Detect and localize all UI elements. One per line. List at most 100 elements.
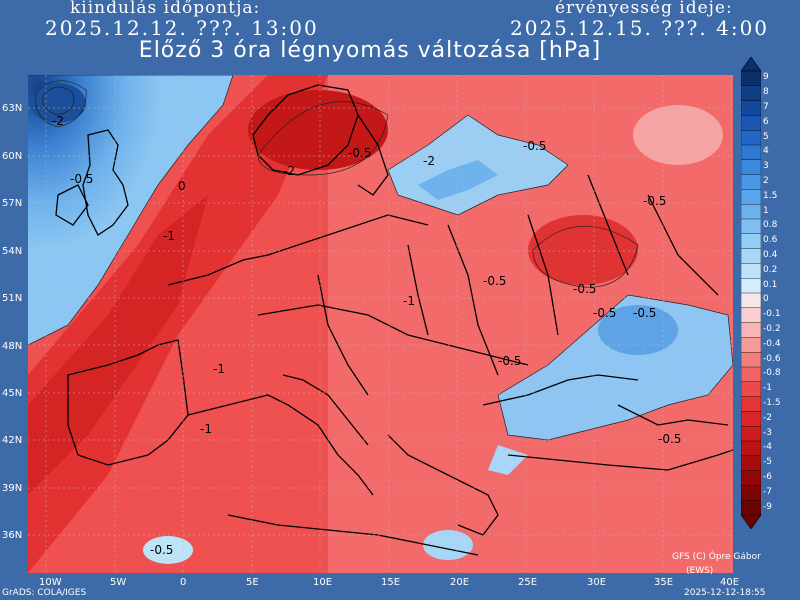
colorbar-swatch <box>741 366 761 383</box>
field-sw-blue <box>143 536 193 564</box>
contour-label: -1 <box>163 229 175 243</box>
contour-label: -1 <box>200 422 212 436</box>
colorbar-swatch <box>741 70 761 87</box>
colorbar-label: -0.1 <box>763 309 781 320</box>
init-time: 2025.12.12. ???. 13:00 <box>45 16 319 40</box>
lat-label: 63N <box>2 103 23 114</box>
colorbar <box>741 57 761 529</box>
lat-label: 36N <box>2 530 23 541</box>
colorbar-label: 0.4 <box>763 250 778 260</box>
colorbar-swatch <box>741 470 761 487</box>
colorbar-label: -0.8 <box>763 368 781 379</box>
field-scandinavia <box>248 90 388 170</box>
contour-label: -0.5 <box>658 432 681 446</box>
lon-label: 0 <box>180 577 187 588</box>
field-nw-core <box>30 83 86 123</box>
colorbar-label: -0.2 <box>763 324 781 334</box>
colorbar-label: 1 <box>763 205 769 216</box>
colorbar-swatch <box>741 233 761 250</box>
contour-label: -0.5 <box>483 274 506 288</box>
colorbar-swatch <box>741 129 761 146</box>
colorbar-swatch <box>741 426 761 442</box>
colorbar-label: -2 <box>763 412 772 423</box>
contour-label: -0.5 <box>348 146 371 160</box>
contour-label: -0.5 <box>70 172 93 186</box>
colorbar-label: -7 <box>763 486 772 497</box>
field-ne-pale <box>633 105 723 165</box>
footer-timestamp: 2025-12-12-18:55 <box>684 588 766 598</box>
lat-label: 42N <box>2 435 23 446</box>
contour-label: -2 <box>283 164 295 178</box>
colorbar-label: -1 <box>763 383 772 394</box>
lon-label: 40E <box>720 577 740 588</box>
map-svg: -2 -0.5 0 -0.5 -2 -2 -1 -0.5 -1 -0.5 -1 … <box>28 75 733 573</box>
contour-label: -1 <box>403 294 415 308</box>
colorbar-label: -6 <box>763 472 772 482</box>
colorbar-top-arrow <box>741 57 761 72</box>
lon-label: 5E <box>246 577 259 588</box>
colorbar-label: 5 <box>763 131 769 142</box>
contour-label: -0.5 <box>150 543 173 557</box>
colorbar-label: -5 <box>763 457 772 468</box>
contour-label: -0.5 <box>643 194 666 208</box>
graticule <box>28 75 733 573</box>
field-east-core <box>598 305 678 355</box>
field-baltic-core <box>418 160 498 200</box>
credit-line2: (EWS) <box>686 566 714 576</box>
colorbar-swatch <box>741 218 761 235</box>
colorbar-label: 6 <box>763 116 769 127</box>
colorbar-label: 1.5 <box>763 190 778 201</box>
colorbar-swatch <box>741 189 761 205</box>
lon-label: 5W <box>110 577 127 588</box>
colorbar-swatch <box>741 500 761 516</box>
lon-label: 35E <box>654 577 674 588</box>
colorbar-swatch <box>741 411 761 427</box>
lon-label: 30E <box>587 577 607 588</box>
colorbar-swatch <box>741 485 761 501</box>
contour-label: -2 <box>52 114 64 128</box>
coastlines <box>55 84 733 556</box>
colorbar-swatch <box>741 352 761 368</box>
colorbar-label: 0.2 <box>763 264 778 275</box>
credit-line1: GFS (C) Ópre Gábor <box>672 552 761 562</box>
colorbar-swatch <box>741 292 761 309</box>
colorbar-label: -1.5 <box>763 398 781 408</box>
lon-label: 15E <box>381 577 401 588</box>
colorbar-swatch <box>741 100 761 117</box>
lat-label: 39N <box>2 483 23 494</box>
valid-label: érvényesség ideje: <box>555 0 733 18</box>
lon-label: 10W <box>39 577 62 588</box>
colorbar-swatch <box>741 396 761 413</box>
lon-label: 25E <box>518 577 538 588</box>
colorbar-swatch <box>741 115 761 131</box>
colorbar-label: 4 <box>763 146 769 157</box>
colorbar-swatch <box>741 322 761 339</box>
contour-label: -1 <box>213 362 225 376</box>
colorbar-label: 2 <box>763 176 769 186</box>
colorbar-label: 3 <box>763 161 769 172</box>
colorbar-label: 9 <box>763 72 769 83</box>
colorbar-label: 0.6 <box>763 235 778 246</box>
contour-label: -0.5 <box>523 139 546 153</box>
colorbar-label: 7 <box>763 102 769 112</box>
colorbar-swatch <box>741 159 761 176</box>
field-balkan-blue <box>488 445 528 475</box>
lat-label: 54N <box>2 246 23 257</box>
lat-label: 51N <box>2 293 23 304</box>
lon-label: 20E <box>450 577 470 588</box>
colorbar-label: -0.4 <box>763 338 781 349</box>
colorbar-swatch <box>741 337 761 353</box>
colorbar-swatch <box>741 307 761 324</box>
colorbar-swatch <box>741 174 761 191</box>
lat-label: 48N <box>2 341 23 352</box>
colorbar-swatch <box>741 203 761 220</box>
lat-label: 57N <box>2 198 23 209</box>
contour-label: -0.5 <box>498 354 521 368</box>
colorbar-swatch <box>741 440 761 457</box>
contour-label: -0.5 <box>593 306 616 320</box>
colorbar-label: 0.8 <box>763 220 778 231</box>
colorbar-label: -3 <box>763 427 772 438</box>
pressure-change-map: -2 -0.5 0 -0.5 -2 -2 -1 -0.5 -1 -0.5 -1 … <box>28 75 733 573</box>
colorbar-label: -9 <box>763 501 772 512</box>
colorbar-label: 0 <box>763 294 769 305</box>
